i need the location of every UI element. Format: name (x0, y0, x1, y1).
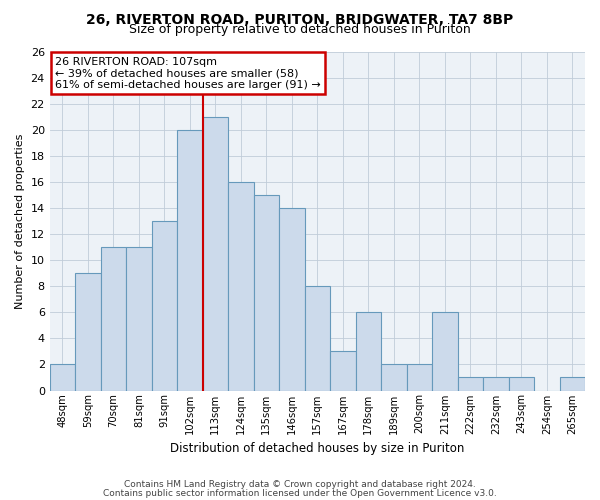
Bar (177, 130, 203, 390)
Bar (101, 247, 126, 390)
X-axis label: Distribution of detached houses by size in Puriton: Distribution of detached houses by size … (170, 442, 464, 455)
Bar (279, 208, 305, 390)
Bar (381, 364, 407, 390)
Bar (330, 352, 356, 391)
Bar (228, 182, 254, 390)
Bar (152, 221, 177, 390)
Bar (203, 116, 228, 390)
Text: Size of property relative to detached houses in Puriton: Size of property relative to detached ho… (129, 22, 471, 36)
Bar (560, 378, 585, 390)
Bar (75, 273, 101, 390)
Bar (356, 312, 381, 390)
Bar (509, 378, 534, 390)
Text: 26, RIVERTON ROAD, PURITON, BRIDGWATER, TA7 8BP: 26, RIVERTON ROAD, PURITON, BRIDGWATER, … (86, 12, 514, 26)
Bar (458, 378, 483, 390)
Bar (126, 247, 152, 390)
Text: Contains HM Land Registry data © Crown copyright and database right 2024.: Contains HM Land Registry data © Crown c… (124, 480, 476, 489)
Bar (305, 286, 330, 391)
Text: Contains public sector information licensed under the Open Government Licence v3: Contains public sector information licen… (103, 488, 497, 498)
Bar (483, 378, 509, 390)
Bar (254, 195, 279, 390)
Text: 26 RIVERTON ROAD: 107sqm
← 39% of detached houses are smaller (58)
61% of semi-d: 26 RIVERTON ROAD: 107sqm ← 39% of detach… (55, 56, 321, 90)
Bar (432, 312, 458, 390)
Bar (50, 364, 75, 390)
Bar (407, 364, 432, 390)
Y-axis label: Number of detached properties: Number of detached properties (15, 134, 25, 308)
